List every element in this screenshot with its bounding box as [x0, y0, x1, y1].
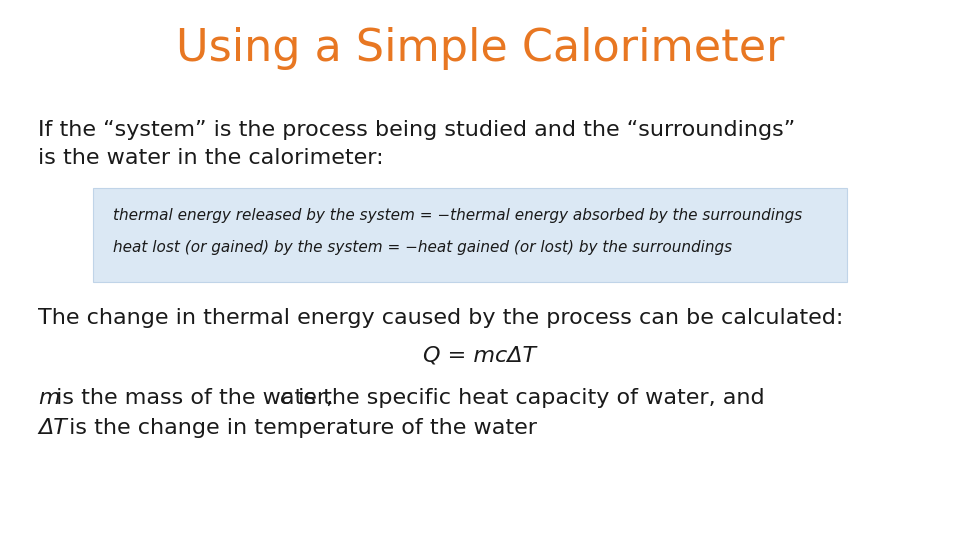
Text: Using a Simple Calorimeter: Using a Simple Calorimeter [176, 26, 784, 70]
Text: is the mass of the water,: is the mass of the water, [49, 388, 340, 408]
Text: If the “system” is the process being studied and the “surroundings”: If the “system” is the process being stu… [38, 120, 795, 140]
Text: is the water in the calorimeter:: is the water in the calorimeter: [38, 148, 384, 168]
Text: The change in thermal energy caused by the process can be calculated:: The change in thermal energy caused by t… [38, 308, 844, 328]
Text: m: m [38, 388, 60, 408]
FancyBboxPatch shape [93, 188, 847, 282]
Text: ΔT: ΔT [38, 418, 67, 438]
Text: thermal energy released by the system = −thermal energy absorbed by the surround: thermal energy released by the system = … [113, 208, 803, 223]
Text: Q = mcΔT: Q = mcΔT [423, 345, 537, 365]
Text: is the specific heat capacity of water, and: is the specific heat capacity of water, … [291, 388, 764, 408]
Text: is the change in temperature of the water: is the change in temperature of the wate… [62, 418, 537, 438]
Text: c: c [280, 388, 292, 408]
Text: heat lost (or gained) by the system = −heat gained (or lost) by the surroundings: heat lost (or gained) by the system = −h… [113, 240, 732, 255]
